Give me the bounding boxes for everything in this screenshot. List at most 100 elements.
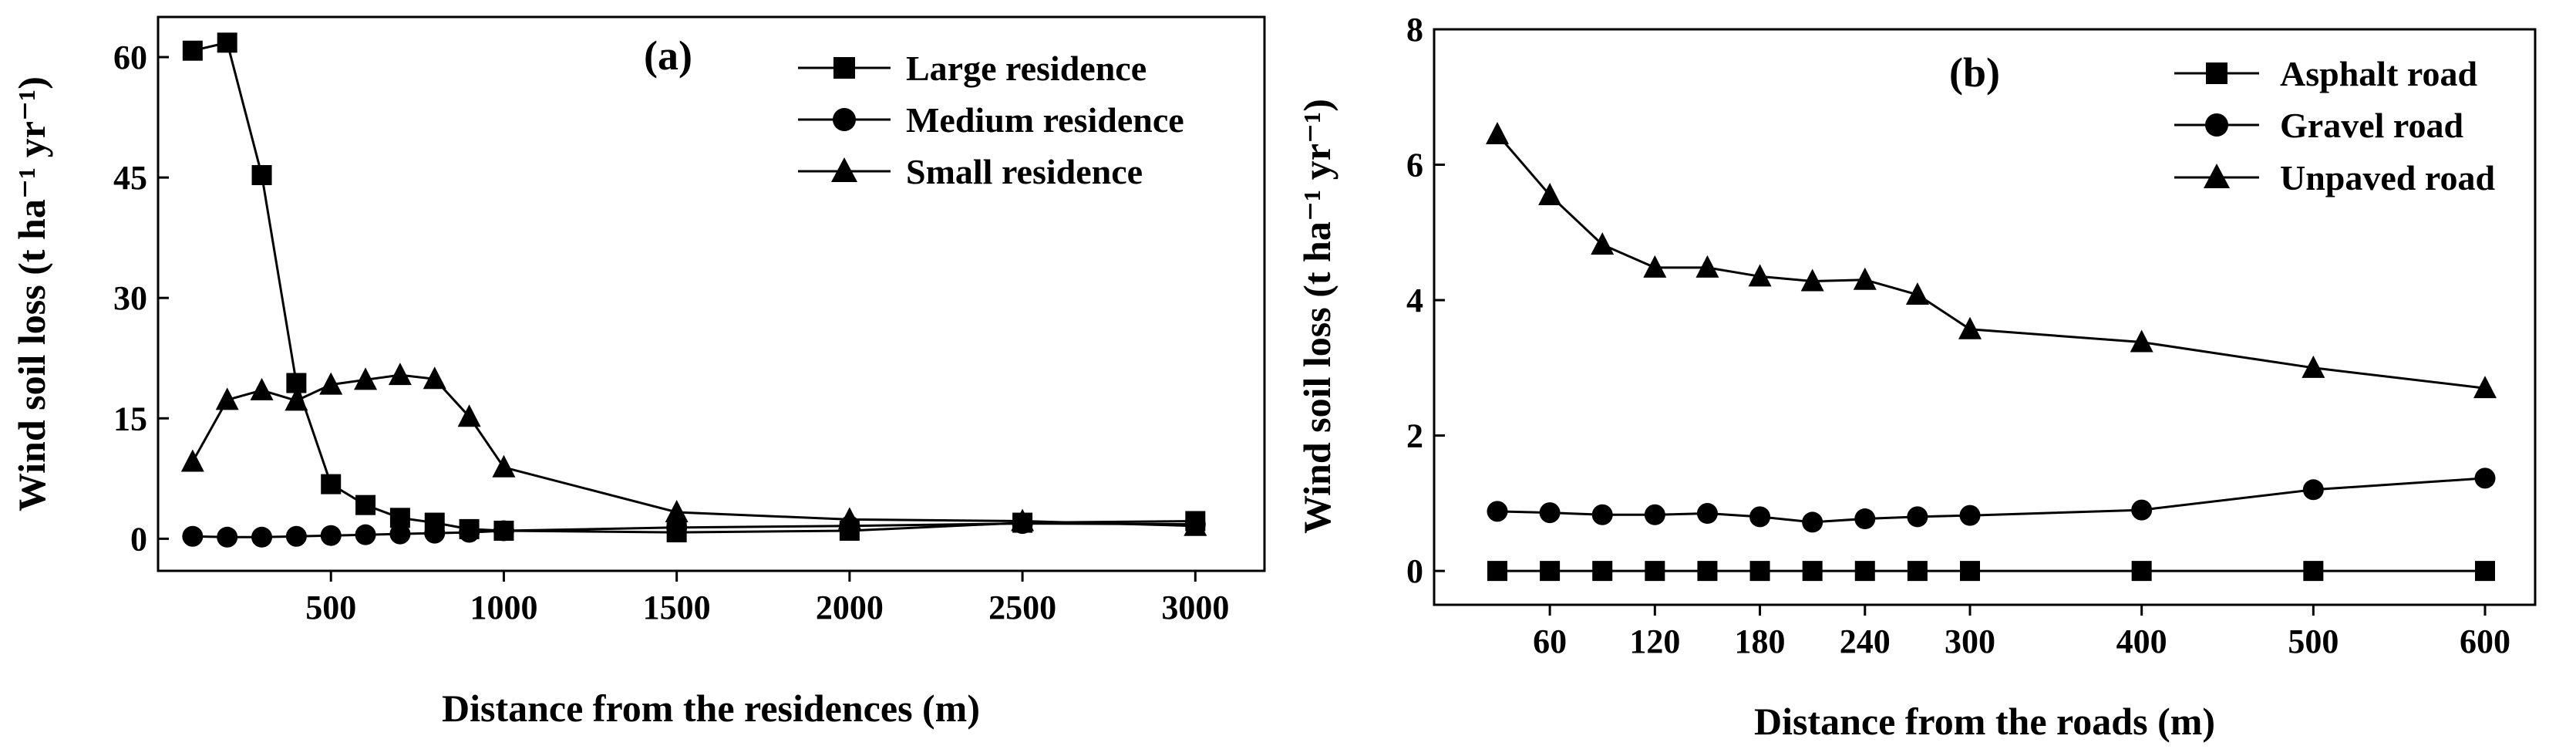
panel-b-series-asphalt-road-point [1645, 561, 1665, 582]
panel-a-series-small-residence-point [665, 500, 689, 523]
panel-b-x-tick-label: 500 [2288, 623, 2339, 660]
panel-b-legend-item-asphalt: Asphalt road [2174, 54, 2477, 93]
panel-b-series-gravel-road-point [2474, 467, 2496, 489]
panel-a-series-large-residence-point [217, 32, 237, 53]
panel-a-series-small-residence-point [180, 449, 204, 472]
panel-a-legend-item-large: Large residence [798, 49, 1147, 88]
panel-b-series-gravel-road-point [2131, 499, 2153, 521]
panel-b-y-tick-label: 6 [1406, 147, 1423, 184]
panel-b-series-gravel-road [1487, 467, 2496, 533]
panel-b-series-asphalt-road-point [1540, 561, 1561, 582]
panel-b-series-unpaved-road-point [1591, 232, 1615, 255]
panel-a-x-tick-label: 2000 [816, 589, 884, 626]
panel-a-y-tick-label: 0 [130, 520, 147, 558]
panel-a-series-medium-residence [182, 513, 1206, 548]
panel-b-x-tick-label: 60 [1533, 623, 1567, 660]
square-marker-icon [833, 57, 855, 79]
legend-label-asphalt-road: Asphalt road [2280, 54, 2477, 93]
panel-a-series-medium-residence-point [389, 523, 411, 545]
panel-b-series-gravel-road-point [1854, 508, 1876, 530]
panel-b-series-gravel-road-point [2302, 479, 2324, 501]
triangle-marker-icon [831, 157, 857, 182]
panel-b-series-unpaved-road-point [1695, 255, 1719, 278]
legend-label-gravel-road: Gravel road [2280, 106, 2463, 145]
panel-b-x-tick-label: 600 [2460, 623, 2510, 660]
panel-a-series-medium-residence-point [182, 525, 204, 547]
panel-b-series-asphalt-road-point [1592, 561, 1613, 582]
panel-b-x-axis-title: Distance from the roads (m) [1754, 700, 2215, 743]
legend-label-large-residence: Large residence [906, 49, 1147, 88]
panel-a-legend-item-small: Small residence [798, 152, 1143, 191]
legend-label-medium-residence: Medium residence [906, 100, 1184, 140]
panel-b-series-unpaved-road-point [1853, 267, 1877, 290]
panel-b-series-unpaved-road-point [1905, 282, 1929, 305]
panel-a-legend: Large residence Medium residence Small r… [798, 49, 1184, 191]
panel-b-y-tick-label: 4 [1406, 282, 1423, 319]
panel-b-series-asphalt-road-point [1907, 561, 1928, 582]
panel-a-series-medium-residence-point [285, 525, 307, 547]
panel-b-series-asphalt-road-point [1487, 561, 1507, 582]
panel-b-series-unpaved-road-point [1748, 264, 1772, 287]
panel-a-series-medium-residence-point [424, 522, 446, 544]
panel-a-series-small-residence-point [1184, 513, 1207, 536]
panel-a-series-small-residence-point [215, 387, 239, 410]
panel-a-series-small-residence-point [423, 366, 446, 390]
panel-b-legend-item-gravel: Gravel road [2174, 106, 2463, 145]
panel-b-series-unpaved-road-point [1958, 316, 1982, 339]
panel-a-y-tick-label: 60 [113, 39, 147, 76]
panel-a-chart: 0 15 30 45 60 500 1000 1500 2000 2500 3000 (a) La… [10, 15, 1266, 730]
panel-b-series-asphalt-road-point [1802, 561, 1823, 582]
triangle-marker-icon [2204, 164, 2230, 188]
panel-b-series-unpaved-road-point [1800, 268, 1824, 292]
panel-a-series-medium-residence-point [459, 521, 480, 543]
panel-a-x-tick-label: 500 [305, 589, 356, 626]
square-marker-icon [2206, 62, 2227, 84]
panel-b-legend-item-unpaved: Unpaved road [2174, 158, 2495, 197]
panel-a-series-small-residence-point [457, 404, 481, 427]
panel-a-series-small-residence-point [388, 363, 412, 386]
panel-a-x-tick-label: 1000 [470, 589, 537, 626]
circle-marker-icon [833, 108, 856, 131]
panel-b-legend: Asphalt road Gravel road Unpaved road [2174, 54, 2495, 197]
panel-b-series-gravel-road-point [1749, 506, 1771, 528]
panel-a-series-medium-residence-point [355, 524, 376, 545]
panel-b-x-axis: 60 120 180 240 300 400 500 600 [1533, 605, 2510, 660]
panel-b-series-asphalt-road-point [1854, 561, 1875, 582]
panel-a-series-small-residence [180, 363, 1207, 536]
panel-a-series-large-residence-line [192, 41, 1196, 534]
panel-a-series-small-residence-point [319, 372, 343, 395]
panel-b-x-tick-label: 120 [1629, 623, 1680, 660]
panel-a-x-tick-label: 2500 [988, 589, 1056, 626]
panel-a-series-medium-residence-point [666, 517, 688, 538]
panel-b-series-gravel-road-point [1907, 506, 1928, 528]
panel-b-series-gravel-road-point [1696, 503, 1718, 525]
panel-b-y-tick-label: 2 [1406, 417, 1423, 455]
panel-a-series-small-residence-point [285, 388, 308, 411]
panel-b-y-tick-label: 0 [1406, 552, 1423, 590]
panel-b-series-asphalt-road [1487, 561, 2495, 582]
panel-b-series-gravel-road-point [1959, 505, 1981, 526]
legend-label-small-residence: Small residence [906, 152, 1143, 191]
panel-b-series-asphalt-road-point [2475, 561, 2495, 582]
circle-marker-icon [2205, 113, 2228, 137]
panel-b-series-unpaved-road-point [2130, 329, 2153, 353]
panel-a-series-small-residence-point [1011, 508, 1035, 532]
panel-b-series-unpaved-road-point [2473, 376, 2497, 399]
panel-b-series-unpaved-road-point [1643, 255, 1667, 278]
panel-b-chart: 0 2 4 6 8 60 120 180 240 300 400 500 600 (b) Asphal… [1295, 11, 2537, 743]
panel-a-y-axis: 0 15 30 45 60 [113, 39, 169, 558]
panel-b-series-gravel-road-point [1802, 511, 1823, 533]
panel-b-series-unpaved-road-point [2302, 355, 2325, 378]
panel-a-series-large-residence-point [321, 474, 342, 494]
panel-a-series-medium-residence-point [320, 525, 342, 546]
panel-b-series-asphalt-road-point [1697, 561, 1718, 582]
panel-a-series-large-residence-point [251, 164, 272, 185]
panel-a-y-tick-label: 15 [113, 400, 147, 437]
panel-a-x-tick-label: 1500 [643, 589, 711, 626]
panel-b-y-axis-title: Wind soil loss (t ha⁻¹ yr⁻¹) [1295, 99, 1339, 534]
legend-label-unpaved-road: Unpaved road [2280, 158, 2495, 197]
panel-a-y-tick-label: 45 [113, 159, 147, 197]
panel-a-x-axis: 500 1000 1500 2000 2500 3000 [305, 571, 1229, 626]
panel-b-series-asphalt-road-point [1960, 561, 1980, 582]
panel-b-series-gravel-road-point [1487, 501, 1508, 522]
